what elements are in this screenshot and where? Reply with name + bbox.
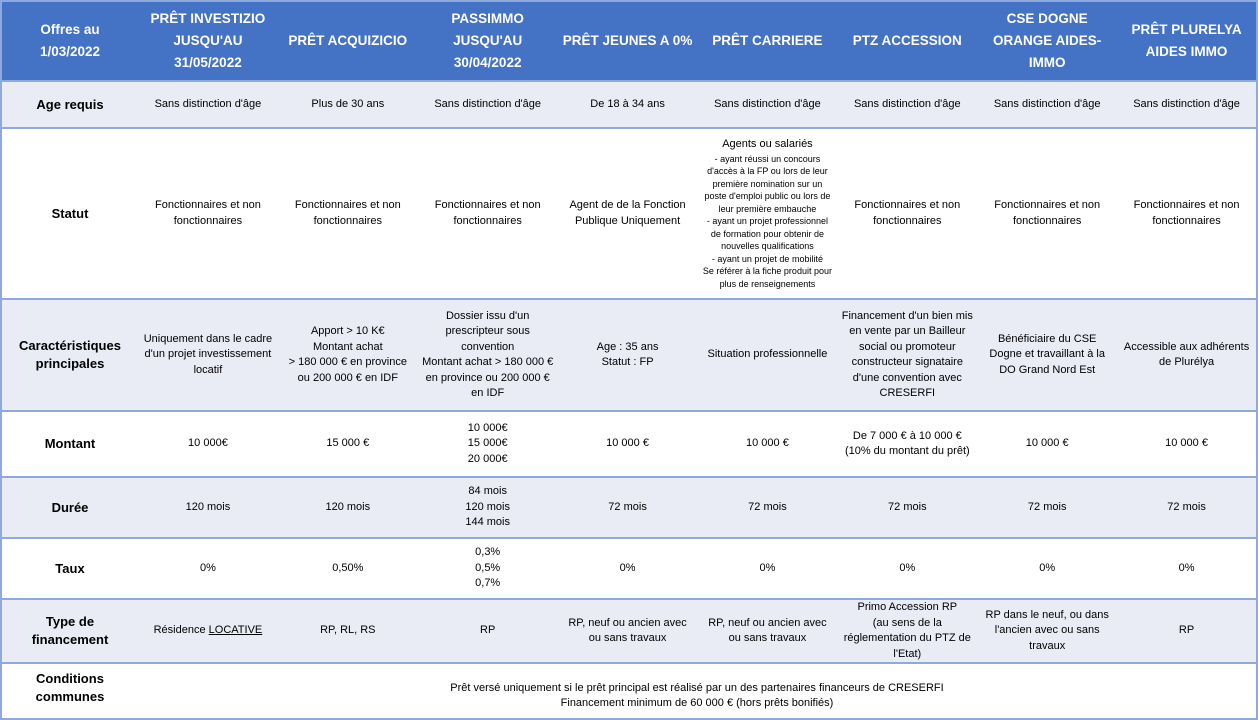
column-header: PRÊT JEUNES A 0% bbox=[557, 1, 698, 81]
table-cell: Fonctionnaires et non fonctionnaires bbox=[277, 127, 418, 299]
column-header: PRÊT INVESTIZIO JUSQU'AU 31/05/2022 bbox=[138, 1, 278, 81]
table-cell: RP dans le neuf, ou dans l'ancien avec o… bbox=[977, 598, 1118, 663]
table-cell: Situation professionnelle bbox=[697, 298, 838, 411]
table-cell: Sans distinction d'âge bbox=[697, 80, 838, 128]
table-cell: RP bbox=[417, 598, 558, 663]
row-label: Caractéristiques principales bbox=[1, 298, 138, 411]
column-header: PRÊT ACQUIZICIO bbox=[277, 1, 418, 81]
table-cell: Plus de 30 ans bbox=[277, 80, 418, 128]
column-header: PTZ ACCESSION bbox=[837, 1, 978, 81]
row-label: Type de financement bbox=[1, 598, 138, 663]
table-cell: Agent de de la Fonction Publique Uniquem… bbox=[557, 127, 698, 299]
row-duree: Durée 120 mois 120 mois 84 mois 120 mois 14… bbox=[1, 476, 1257, 538]
table-cell: Accessible aux adhérents de Plurélya bbox=[1117, 298, 1257, 411]
table-cell: 0% bbox=[138, 537, 278, 599]
row-conditions: Conditions communes Prêt versé uniquemen… bbox=[1, 662, 1257, 719]
table-cell: Fonctionnaires et non fonctionnaires bbox=[138, 127, 278, 299]
carriere-statut-detail: - ayant réussi un concours d'accès à la … bbox=[702, 153, 832, 289]
table-cell: 0,50% bbox=[277, 537, 418, 599]
table-cell: 72 mois bbox=[557, 476, 698, 538]
table-cell: Sans distinction d'âge bbox=[1117, 80, 1257, 128]
table-cell: Sans distinction d'âge bbox=[837, 80, 978, 128]
row-montant: Montant 10 000€ 15 000 €10 000€ 15 000€ 20… bbox=[1, 410, 1257, 477]
type-underlined: LOCATIVE bbox=[208, 624, 263, 637]
row-label: Conditions communes bbox=[1, 662, 138, 719]
conditions-line-1: Prêt versé uniquement si le prêt princip… bbox=[450, 681, 944, 694]
table-cell: 72 mois bbox=[697, 476, 838, 538]
row-taux: Taux 0% 0,50% 0,3% 0,5% 0,7% 0% 0% 0% 0% 0% bbox=[1, 537, 1257, 599]
table-cell: Primo Accession RP (au sens de la réglem… bbox=[837, 598, 978, 663]
table-cell: 84 mois 120 mois 144 mois bbox=[417, 476, 558, 538]
table-cell: Fonctionnaires et non fonctionnaires bbox=[837, 127, 978, 299]
table-cell: 0% bbox=[837, 537, 978, 599]
table-cell: 0% bbox=[977, 537, 1118, 599]
table-cell: Sans distinction d'âge bbox=[977, 80, 1118, 128]
row-label: Durée bbox=[1, 476, 138, 538]
column-header: PRÊT PLURELYA AIDES IMMO bbox=[1117, 1, 1257, 81]
carriere-statut-title: Agents ou salariés bbox=[722, 138, 813, 150]
table-cell: 0,3% 0,5% 0,7% bbox=[417, 537, 558, 599]
table-cell: 10 000 € bbox=[977, 410, 1118, 477]
row-age: Age requis Sans distinction d'âge Plus de … bbox=[1, 80, 1257, 128]
table-cell: Dossier issu d'un prescripteur sous conv… bbox=[417, 298, 558, 411]
table-cell: 0% bbox=[557, 537, 698, 599]
table-cell: Agents ou salariés - ayant réussi un conc… bbox=[697, 127, 838, 299]
table-cell: Age : 35 ans Statut : FP bbox=[557, 298, 698, 411]
table-cell: 10 000€ 15 000€ 20 000€ bbox=[417, 410, 558, 477]
conditions-line-2: Financement minimum de 60 000 € (hors pr… bbox=[560, 697, 834, 709]
table-cell: 10 000 € bbox=[697, 410, 838, 477]
table-cell: Fonctionnaires et non fonctionnaires bbox=[977, 127, 1118, 299]
table-cell: RP, neuf ou ancien avec ou sans travaux bbox=[557, 598, 698, 663]
type-prefix: Résidence bbox=[153, 624, 209, 637]
table-cell: 72 mois bbox=[837, 476, 978, 538]
table-cell: Financement d'un bien mis en vente par u… bbox=[837, 298, 978, 411]
table-cell: Résidence LOCATIVE bbox=[138, 598, 278, 663]
row-statut: Statut Fonctionnaires et non fonctionnair… bbox=[1, 127, 1257, 299]
conditions-text: Prêt versé uniquement si le prêt princip… bbox=[138, 662, 1257, 719]
table-cell: RP, RL, RS bbox=[277, 598, 418, 663]
column-header: PASSIMMO JUSQU'AU 30/04/2022 bbox=[417, 1, 558, 81]
row-type-financement: Type de financement Résidence LOCATIVE RP,… bbox=[1, 598, 1257, 663]
row-label: Age requis bbox=[1, 80, 138, 128]
row-caracteristiques: Caractéristiques principales Uniquement d… bbox=[1, 298, 1257, 411]
header-row: Offres au 1/03/2022 PRÊT INVESTIZIO JUSQ… bbox=[1, 1, 1257, 81]
corner-header: Offres au 1/03/2022 bbox=[1, 1, 138, 81]
table-cell: De 18 à 34 ans bbox=[557, 80, 698, 128]
table-cell: 0% bbox=[1117, 537, 1257, 599]
table-cell: 72 mois bbox=[977, 476, 1118, 538]
table-cell: Sans distinction d'âge bbox=[417, 80, 558, 128]
table-cell: Bénéficiaire du CSE Dogne et travaillant… bbox=[977, 298, 1118, 411]
table-cell: 10 000€ bbox=[138, 410, 278, 477]
table-cell: 120 mois bbox=[138, 476, 278, 538]
table-cell: Uniquement dans le cadre d'un projet inv… bbox=[138, 298, 278, 411]
column-header: CSE DOGNE ORANGE AIDES- IMMO bbox=[977, 1, 1118, 81]
table-cell: Apport > 10 K€ Montant achat > 180 000 €… bbox=[277, 298, 418, 411]
table-cell: 10 000 € bbox=[557, 410, 698, 477]
column-header: PRÊT CARRIERE bbox=[697, 1, 838, 81]
table-cell: De 7 000 € à 10 000 € (10% du montant du… bbox=[837, 410, 978, 477]
table-cell: Sans distinction d'âge bbox=[138, 80, 278, 128]
table-cell: RP bbox=[1117, 598, 1257, 663]
table-cell: 72 mois bbox=[1117, 476, 1257, 538]
row-label: Statut bbox=[1, 127, 138, 299]
table-cell: 10 000 € bbox=[1117, 410, 1257, 477]
table-cell: 120 mois bbox=[277, 476, 418, 538]
table-cell: 15 000 € bbox=[277, 410, 418, 477]
table-cell: RP, neuf ou ancien avec ou sans travaux bbox=[697, 598, 838, 663]
row-label: Montant bbox=[1, 410, 138, 477]
table-cell: Fonctionnaires et non fonctionnaires bbox=[1117, 127, 1257, 299]
table-cell: 0% bbox=[697, 537, 838, 599]
table-cell: Fonctionnaires et non fonctionnaires bbox=[417, 127, 558, 299]
row-label: Taux bbox=[1, 537, 138, 599]
